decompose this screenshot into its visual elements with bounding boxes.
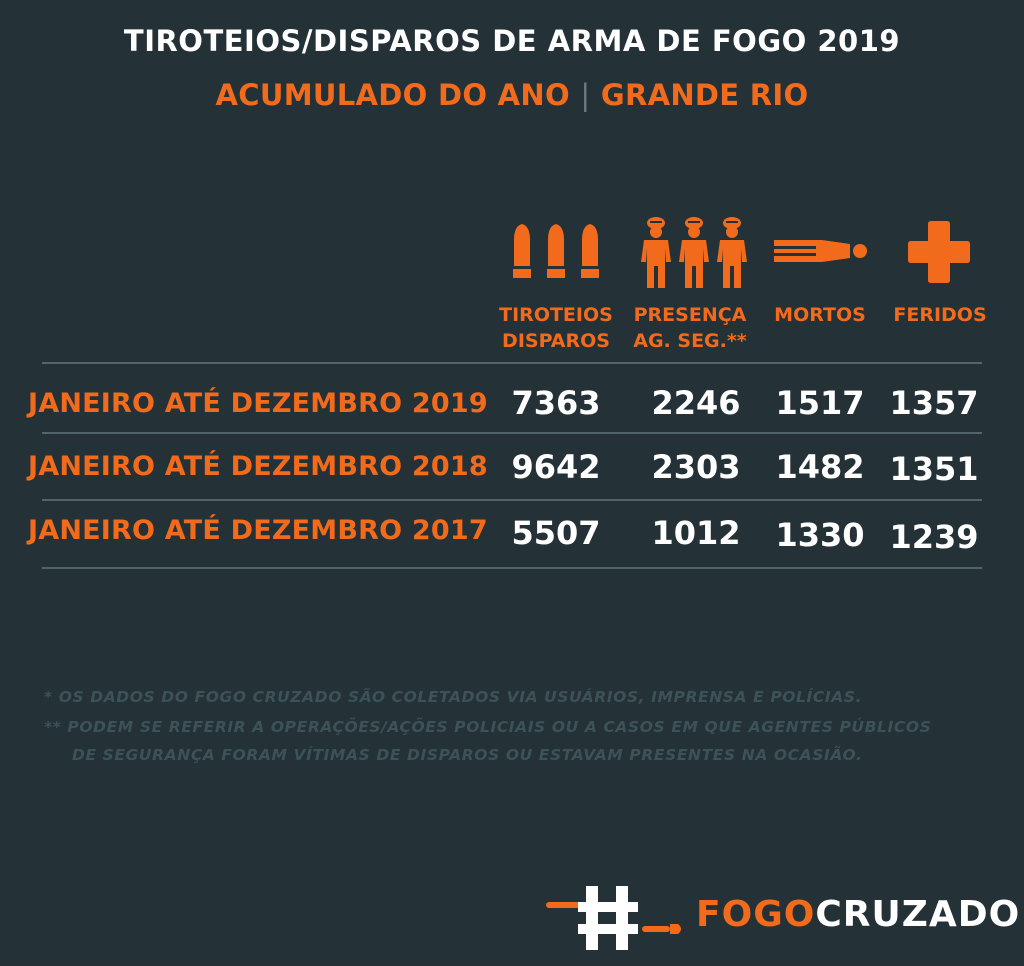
row-label-2018: JANEIRO ATÉ DEZEMBRO 2018 xyxy=(28,451,488,482)
value-presenca-2019: 2246 xyxy=(651,384,741,422)
page-title: TIROTEIOS/DISPAROS DE ARMA DE FOGO 2019 xyxy=(123,24,901,58)
column-header-feridos: FERIDOS xyxy=(880,302,1000,328)
subtitle-separator: | xyxy=(580,78,591,112)
row-divider xyxy=(42,499,982,501)
subtitle-left: ACUMULADO DO ANO xyxy=(215,78,570,112)
column-header-line1: TIROTEIOS xyxy=(499,304,613,326)
hashtag-bullet-logo xyxy=(546,886,681,950)
logo-text-fogo: FOGO xyxy=(696,894,816,935)
value-mortos-2017: 1330 xyxy=(775,516,865,554)
dead-person-icon xyxy=(774,240,867,262)
column-header-tiroteios: TIROTEIOS DISPAROS xyxy=(486,302,626,354)
column-header-presenca: PRESENÇA AG. SEG.** xyxy=(620,302,760,354)
column-header-line1: FERIDOS xyxy=(893,304,987,326)
value-mortos-2018: 1482 xyxy=(775,448,865,486)
table-top-rule xyxy=(42,362,982,364)
subtitle-right: GRANDE RIO xyxy=(600,78,809,112)
value-tiroteios-2019: 7363 xyxy=(511,384,601,422)
value-presenca-2018: 2303 xyxy=(651,448,741,486)
value-feridos-2018: 1351 xyxy=(889,450,979,488)
row-divider xyxy=(42,432,982,434)
column-header-line2: DISPAROS xyxy=(502,330,610,352)
column-header-line1: MORTOS xyxy=(774,304,866,326)
footnote-2: ** PODEM SE REFERIR A OPERAÇÕES/AÇÕES PO… xyxy=(44,718,932,736)
value-mortos-2019: 1517 xyxy=(775,384,865,422)
value-presenca-2017: 1012 xyxy=(651,514,741,552)
table-bottom-rule xyxy=(42,567,982,569)
value-feridos-2017: 1239 xyxy=(889,518,979,556)
page-subtitle: ACUMULADO DO ANO | GRANDE RIO xyxy=(0,78,1024,112)
police-officers-icon xyxy=(641,217,747,288)
value-tiroteios-2017: 5507 xyxy=(511,514,601,552)
medical-cross-icon xyxy=(908,221,970,283)
column-header-mortos: MORTOS xyxy=(760,302,880,328)
logo-text-cruzado: CRUZADO xyxy=(815,894,1021,935)
column-header-line2: AG. SEG.** xyxy=(633,330,747,352)
value-tiroteios-2018: 9642 xyxy=(511,448,601,486)
bullets-icon xyxy=(513,224,599,278)
footnote-3: DE SEGURANÇA FORAM VÍTIMAS DE DISPAROS O… xyxy=(72,746,863,764)
footnote-1: * OS DADOS DO FOGO CRUZADO SÃO COLETADOS… xyxy=(44,688,863,706)
logo-wordmark: FOGOCRUZADO xyxy=(696,894,1020,935)
column-header-line1: PRESENÇA xyxy=(633,304,747,326)
row-label-2019: JANEIRO ATÉ DEZEMBRO 2019 xyxy=(28,388,488,419)
row-label-2017: JANEIRO ATÉ DEZEMBRO 2017 xyxy=(28,515,488,546)
value-feridos-2019: 1357 xyxy=(889,384,979,422)
